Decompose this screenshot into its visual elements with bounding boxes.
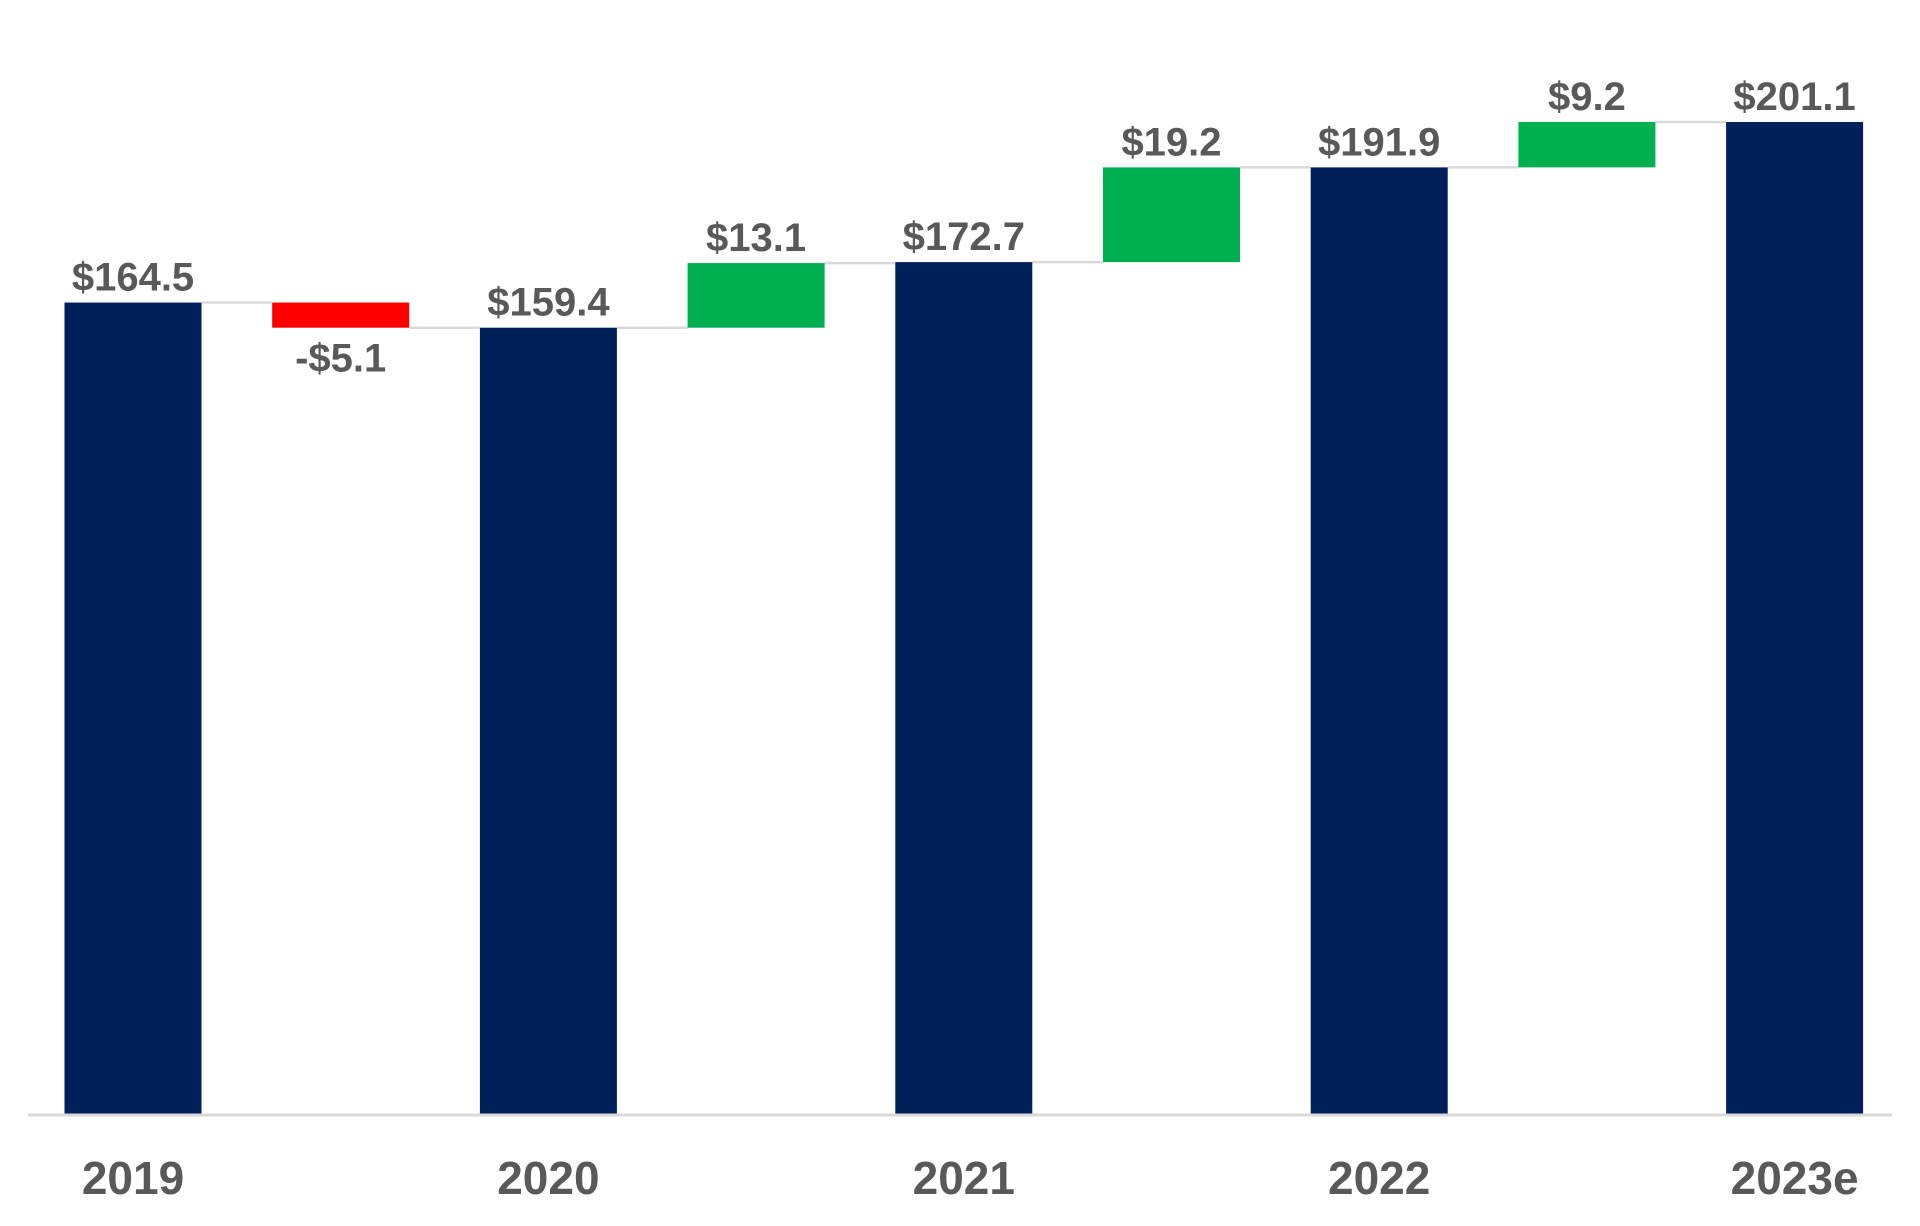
category-label: 2022 — [1328, 1152, 1430, 1204]
total-bar-2021 — [895, 262, 1033, 1114]
value-label: $191.9 — [1318, 120, 1440, 164]
category-label: 2021 — [913, 1152, 1015, 1204]
total-bar-2019 — [64, 302, 202, 1115]
increase-bar — [687, 263, 825, 328]
value-label: $201.1 — [1733, 75, 1855, 119]
category-label: 2019 — [82, 1152, 184, 1204]
value-labels: $164.5 -$5.1 $159.4 $13.1 $172.7 $19.2 $191.9 $… — [72, 75, 1856, 381]
value-label: $19.2 — [1121, 120, 1221, 164]
bars — [64, 122, 1864, 1115]
connector-lines — [201, 120, 1727, 329]
value-label: -$5.1 — [295, 337, 386, 381]
category-label: 2020 — [497, 1152, 599, 1204]
category-label: 2023e — [1731, 1152, 1859, 1204]
category-labels: 2019 2020 2021 2022 2023e — [82, 1152, 1859, 1204]
total-bar-2022 — [1310, 167, 1448, 1115]
value-label: $159.4 — [487, 281, 610, 325]
total-bar-2020 — [479, 327, 617, 1114]
total-bar-2023e — [1726, 122, 1864, 1114]
value-label: $13.1 — [706, 216, 806, 260]
value-label: $9.2 — [1548, 75, 1626, 119]
value-label: $172.7 — [903, 215, 1025, 259]
increase-bar — [1103, 167, 1240, 263]
increase-bar — [1518, 122, 1656, 168]
decrease-bar — [272, 302, 410, 328]
value-label: $164.5 — [72, 256, 194, 300]
